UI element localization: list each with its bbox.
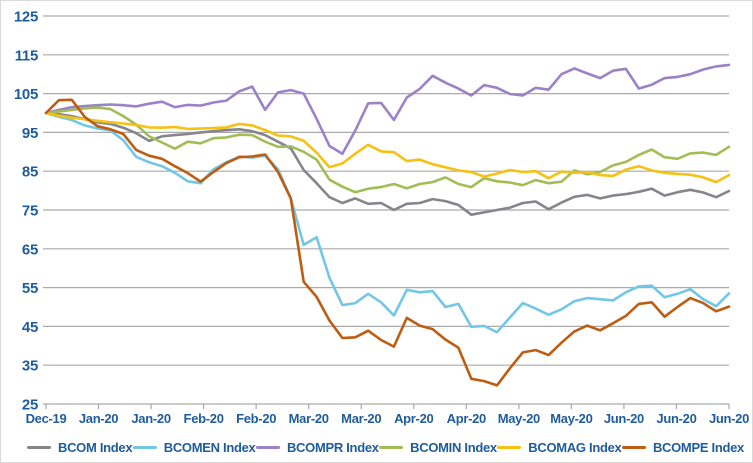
legend-swatch-icon: [621, 445, 646, 449]
series-line-bcompr: [44, 63, 731, 155]
series-line-bcom: [44, 111, 731, 216]
x-axis-tick-label: Feb-20: [236, 411, 276, 426]
x-axis-tick-label: Dec-19: [26, 411, 67, 426]
legend-swatch-icon: [27, 445, 51, 449]
legend-swatch-icon: [497, 445, 522, 449]
legend-swatch-icon: [132, 445, 157, 449]
x-axis-tick-label: Jun-20: [604, 411, 644, 426]
series-line-bcomin: [44, 106, 731, 194]
legend-item-bcompe: BCOMPE Index: [621, 439, 744, 455]
x-axis-tick-label: May-20: [550, 411, 592, 426]
series-line-bcomen: [44, 111, 731, 334]
legend-label: BCOM Index: [58, 439, 133, 455]
legend-item-bcom: BCOM Index: [27, 439, 133, 455]
x-axis-tick-label: May-20: [498, 411, 540, 426]
x-axis-tick-label: Apr-20: [394, 411, 433, 426]
legend-item-bcomin: BCOMIN Index: [379, 440, 497, 455]
y-axis-tick-label: 45: [22, 319, 38, 336]
x-axis-tick-label: Mar-20: [289, 411, 329, 426]
series-line-bcompe: [44, 98, 731, 387]
legend-label: BCOMEN Index: [163, 439, 256, 455]
y-axis-tick-label: 35: [22, 358, 38, 375]
legend-label: BCOMAG Index: [528, 439, 622, 455]
x-axis-tick-label: Jan-20: [79, 411, 118, 426]
y-axis-tick-label: 55: [22, 280, 38, 297]
series-line-bcomag: [44, 111, 731, 184]
legend-swatch-icon: [379, 445, 404, 449]
y-axis-tick-label: 75: [22, 203, 38, 220]
x-axis-tick-label: Jun-20: [709, 411, 749, 426]
y-axis-tick-label: 105: [14, 86, 38, 103]
legend-label: BCOMPE Index: [652, 439, 744, 455]
x-axis-tick-label: Apr-20: [447, 411, 486, 426]
y-axis-tick-label: 85: [22, 164, 38, 181]
y-axis-tick-label: 95: [22, 125, 38, 142]
y-axis-tick-label: 125: [14, 9, 38, 26]
y-axis-tick-label: 115: [15, 47, 38, 64]
x-axis-tick-label: Mar-20: [341, 411, 381, 426]
legend-item-bcompr: BCOMPR Index: [255, 439, 379, 455]
y-axis-tick-label: 65: [22, 241, 38, 258]
x-axis-tick-label: Jan-20: [131, 411, 170, 426]
x-axis-tick-label: Jun-20: [656, 411, 696, 426]
legend-swatch-icon: [255, 445, 280, 449]
x-axis-tick-label: Feb-20: [184, 411, 224, 426]
legend-label: BCOMIN Index: [410, 439, 497, 455]
y-axis-tick-label: 25: [22, 397, 38, 414]
chart-legend: BCOM Index BCOMEN Index BCOMPR Index BCOMIN…: [1, 437, 752, 457]
legend-item-bcomen: BCOMEN Index: [132, 439, 256, 455]
legend-item-bcomag: BCOMAG Index: [497, 439, 622, 455]
legend-label: BCOMPR Index: [286, 439, 379, 455]
